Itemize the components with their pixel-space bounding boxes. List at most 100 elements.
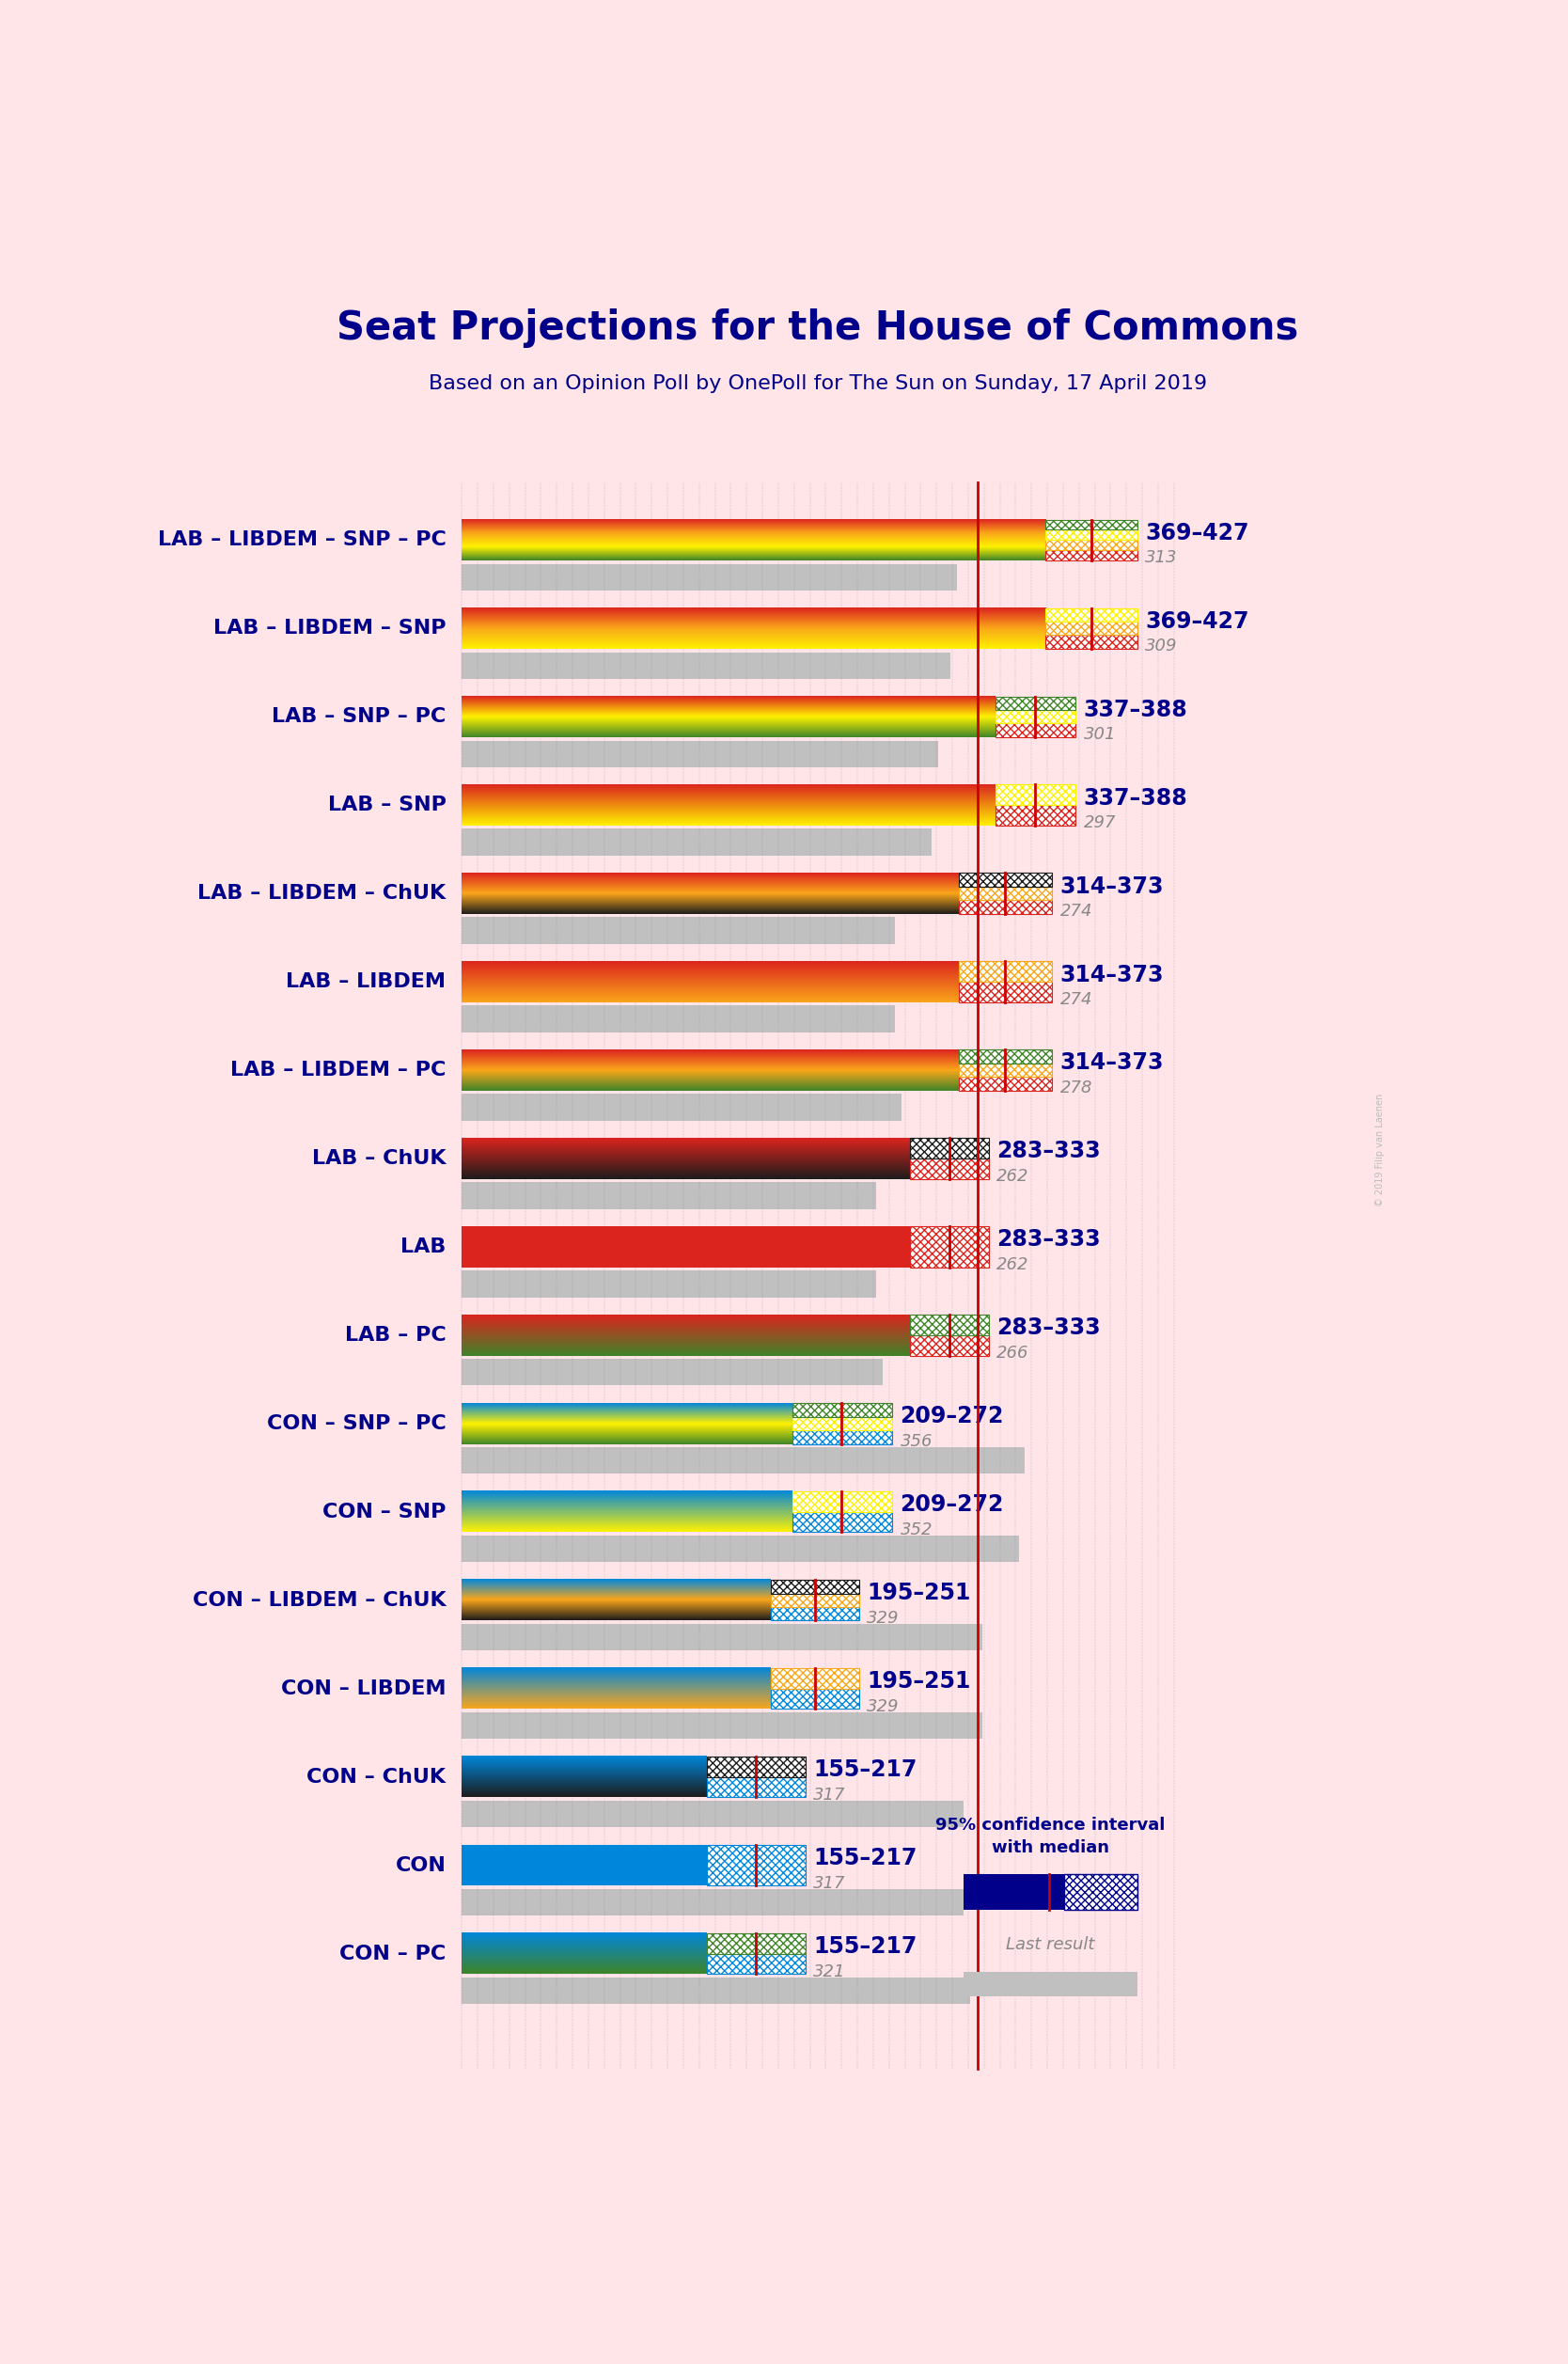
- Text: CON: CON: [395, 1856, 445, 1875]
- Bar: [1046, 608, 1137, 622]
- Text: 356: 356: [900, 1433, 933, 1449]
- Bar: [963, 1972, 1137, 1995]
- Text: 352: 352: [900, 1520, 933, 1539]
- Bar: [463, 1359, 883, 1385]
- Bar: [463, 1447, 1025, 1473]
- Bar: [1046, 530, 1137, 539]
- Text: 283–333: 283–333: [997, 1317, 1101, 1340]
- Bar: [770, 1593, 859, 1608]
- Bar: [958, 962, 1052, 981]
- Bar: [909, 1137, 989, 1158]
- Text: 209–272: 209–272: [900, 1404, 1004, 1428]
- Text: 278: 278: [1060, 1080, 1093, 1097]
- Text: 262: 262: [997, 1168, 1029, 1184]
- Bar: [463, 917, 895, 943]
- Bar: [958, 1050, 1052, 1064]
- Bar: [463, 563, 956, 591]
- Bar: [792, 1430, 892, 1444]
- Bar: [770, 1688, 859, 1709]
- Bar: [463, 1537, 1019, 1563]
- Text: LAB – SNP: LAB – SNP: [328, 797, 445, 816]
- Text: LAB – PC: LAB – PC: [345, 1326, 445, 1345]
- Bar: [463, 1272, 877, 1298]
- Bar: [909, 1314, 989, 1336]
- Text: 283–333: 283–333: [997, 1229, 1101, 1251]
- Text: 337–388: 337–388: [1083, 697, 1189, 721]
- Text: 274: 274: [1060, 903, 1093, 920]
- Text: 314–373: 314–373: [1060, 965, 1163, 986]
- Bar: [909, 1158, 989, 1180]
- Bar: [958, 981, 1052, 1002]
- Bar: [996, 785, 1076, 806]
- Text: 313: 313: [1145, 548, 1178, 565]
- Bar: [1065, 1875, 1137, 1910]
- Bar: [770, 1579, 859, 1593]
- Bar: [792, 1492, 892, 1513]
- Bar: [1046, 539, 1137, 551]
- Text: 329: 329: [867, 1697, 900, 1714]
- Text: LAB: LAB: [400, 1236, 445, 1255]
- Text: Last result: Last result: [1007, 1936, 1094, 1953]
- Text: 155–217: 155–217: [814, 1846, 917, 1870]
- Text: 314–373: 314–373: [1060, 1052, 1163, 1073]
- Text: 321: 321: [814, 1962, 845, 1981]
- Bar: [463, 652, 950, 678]
- Text: 314–373: 314–373: [1060, 875, 1163, 898]
- Bar: [707, 1756, 806, 1778]
- Bar: [707, 1934, 806, 1953]
- Bar: [958, 1078, 1052, 1090]
- Text: CON – LIBDEM – ChUK: CON – LIBDEM – ChUK: [193, 1591, 445, 1610]
- Bar: [1046, 520, 1137, 530]
- Text: 95% confidence interval
with median: 95% confidence interval with median: [936, 1818, 1165, 1856]
- Text: 337–388: 337–388: [1083, 787, 1189, 808]
- Bar: [463, 1095, 902, 1121]
- Text: 369–427: 369–427: [1145, 610, 1250, 634]
- Text: LAB – LIBDEM: LAB – LIBDEM: [287, 972, 445, 991]
- Bar: [463, 1624, 983, 1650]
- Text: 262: 262: [997, 1255, 1029, 1272]
- Bar: [996, 806, 1076, 825]
- Text: 283–333: 283–333: [997, 1139, 1101, 1163]
- Bar: [958, 872, 1052, 886]
- Text: 301: 301: [1083, 726, 1116, 742]
- Text: 317: 317: [814, 1875, 845, 1891]
- Bar: [792, 1404, 892, 1416]
- Bar: [958, 1064, 1052, 1078]
- Text: LAB – LIBDEM – SNP – PC: LAB – LIBDEM – SNP – PC: [157, 530, 445, 548]
- Text: 155–217: 155–217: [814, 1759, 917, 1780]
- Text: © 2019 Filip van Laenen: © 2019 Filip van Laenen: [1375, 1092, 1385, 1206]
- Bar: [1046, 551, 1137, 560]
- Text: 155–217: 155–217: [814, 1936, 917, 1957]
- Bar: [707, 1844, 806, 1886]
- Bar: [463, 1844, 707, 1886]
- Text: 297: 297: [1083, 813, 1116, 832]
- Bar: [463, 740, 938, 766]
- Text: 266: 266: [997, 1345, 1029, 1362]
- Text: 209–272: 209–272: [900, 1494, 1004, 1515]
- Bar: [909, 1227, 989, 1267]
- Text: 329: 329: [867, 1610, 900, 1626]
- Bar: [463, 1712, 983, 1740]
- Bar: [463, 1801, 963, 1827]
- Bar: [463, 1227, 909, 1267]
- Text: CON – LIBDEM: CON – LIBDEM: [281, 1678, 445, 1697]
- Bar: [463, 1889, 963, 1915]
- Bar: [792, 1513, 892, 1532]
- Text: CON – SNP – PC: CON – SNP – PC: [267, 1414, 445, 1433]
- Text: LAB – LIBDEM – SNP: LAB – LIBDEM – SNP: [213, 619, 445, 638]
- Bar: [463, 1005, 895, 1033]
- Bar: [463, 830, 931, 856]
- Text: CON – PC: CON – PC: [340, 1943, 445, 1962]
- Text: Seat Projections for the House of Commons: Seat Projections for the House of Common…: [337, 307, 1298, 348]
- Bar: [958, 901, 1052, 915]
- Bar: [1046, 636, 1137, 648]
- Text: 195–251: 195–251: [867, 1671, 971, 1693]
- Bar: [707, 1778, 806, 1797]
- Text: LAB – LIBDEM – PC: LAB – LIBDEM – PC: [230, 1061, 445, 1080]
- Bar: [770, 1608, 859, 1622]
- Bar: [996, 709, 1076, 723]
- Bar: [958, 886, 1052, 901]
- Bar: [707, 1953, 806, 1974]
- Bar: [996, 697, 1076, 709]
- Text: LAB – LIBDEM – ChUK: LAB – LIBDEM – ChUK: [198, 884, 445, 903]
